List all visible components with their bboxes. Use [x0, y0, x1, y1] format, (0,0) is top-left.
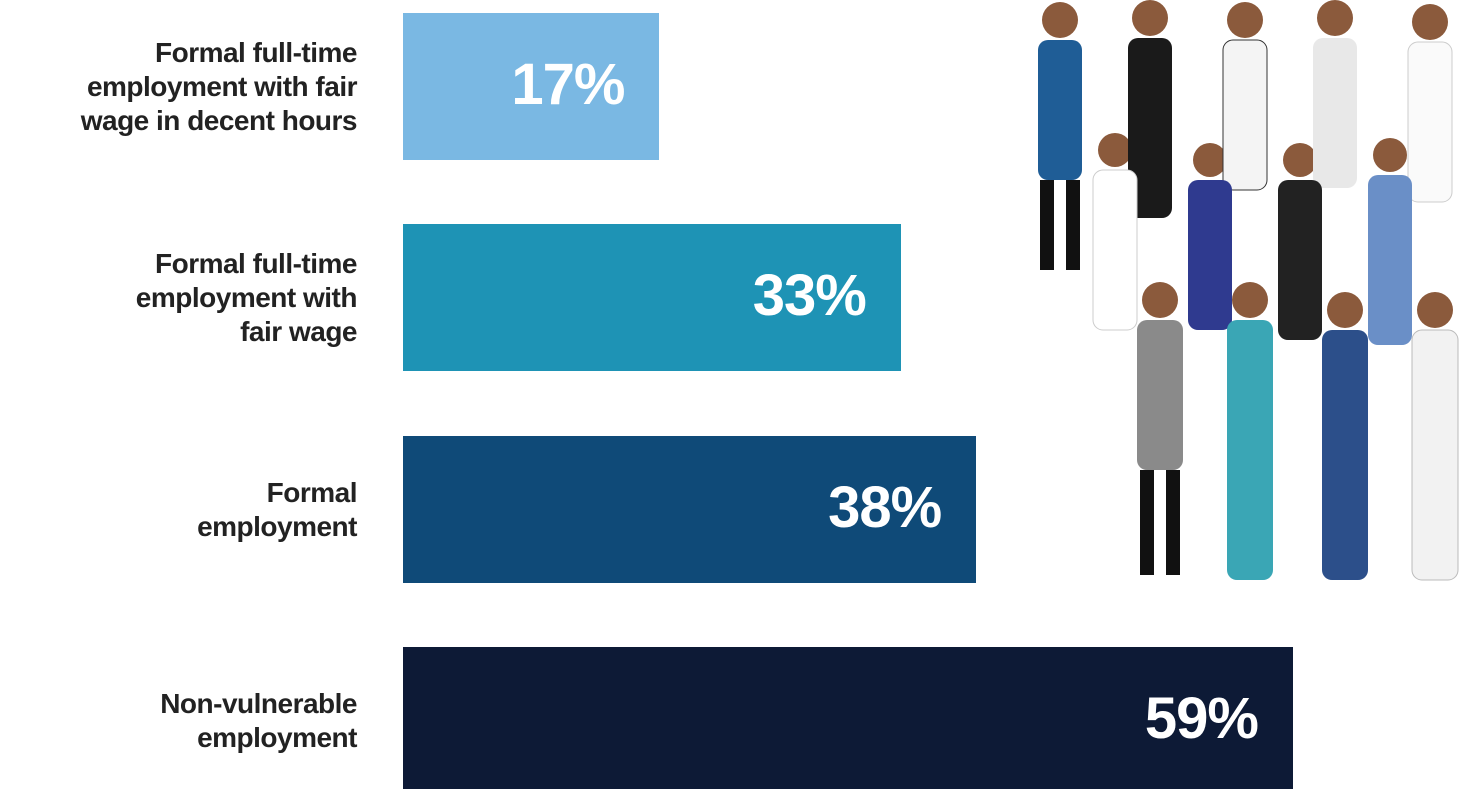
people-illustration: [1038, 0, 1459, 581]
category-label: Formal employment: [197, 476, 357, 542]
bar: [403, 436, 977, 583]
value-label: 17%: [511, 51, 625, 117]
bar: [403, 13, 660, 160]
value-label: 33%: [752, 262, 867, 328]
category-label: Formal full-time employment with fair wa…: [80, 36, 358, 136]
value-label: 59%: [1144, 685, 1259, 751]
value-label: 38%: [828, 474, 942, 540]
category-label: Non-vulnerable employment: [160, 687, 357, 753]
category-label: Formal full-time employment with fair wa…: [135, 247, 358, 347]
bar: [403, 647, 1293, 789]
bar: [403, 224, 901, 371]
